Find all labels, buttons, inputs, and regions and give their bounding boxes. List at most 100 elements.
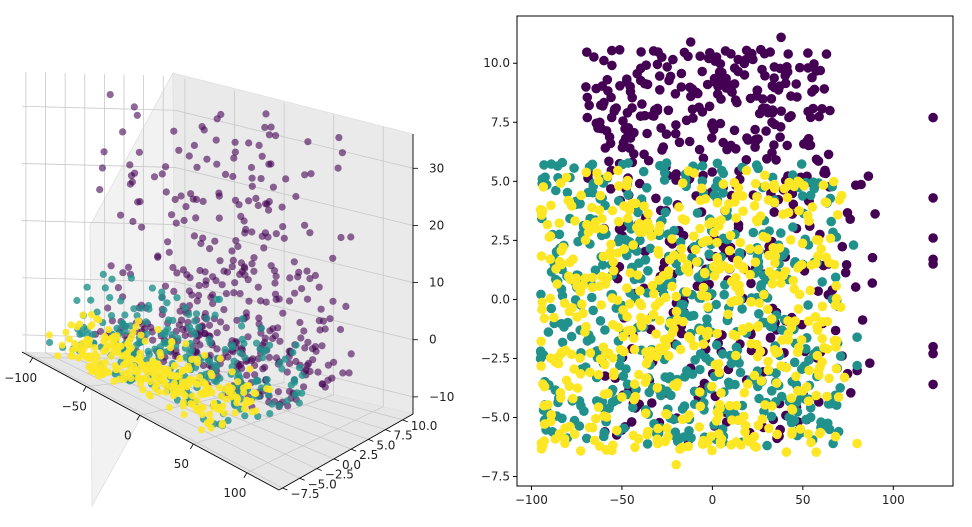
point — [112, 366, 120, 374]
point — [166, 372, 174, 380]
point — [151, 384, 159, 392]
point — [664, 351, 674, 361]
point — [607, 397, 618, 408]
point — [835, 383, 845, 393]
point — [272, 295, 280, 304]
point — [782, 62, 792, 72]
point — [794, 289, 805, 300]
point — [545, 254, 555, 264]
point — [852, 360, 862, 371]
point — [557, 348, 568, 358]
point — [831, 363, 842, 374]
point — [278, 203, 286, 211]
point — [647, 280, 658, 291]
point — [255, 141, 263, 149]
point — [301, 171, 309, 179]
point — [580, 273, 591, 284]
point — [173, 269, 181, 277]
point — [550, 434, 561, 444]
point — [743, 135, 753, 145]
point — [695, 325, 706, 336]
point — [677, 178, 688, 188]
point — [145, 350, 153, 358]
point — [642, 183, 652, 193]
point — [134, 317, 143, 325]
point — [653, 226, 664, 236]
point — [685, 82, 695, 93]
point — [681, 287, 692, 297]
point — [104, 304, 112, 312]
point — [215, 384, 224, 392]
point — [709, 271, 720, 281]
point — [767, 148, 777, 158]
point — [556, 393, 566, 403]
point — [128, 178, 136, 186]
point — [928, 233, 938, 243]
point — [699, 267, 710, 278]
point — [817, 333, 827, 344]
point — [597, 271, 607, 282]
point — [572, 383, 583, 393]
point — [803, 396, 814, 407]
point — [234, 370, 243, 378]
point — [652, 434, 663, 445]
point — [606, 92, 616, 103]
point — [271, 279, 279, 287]
point — [707, 118, 718, 128]
point — [228, 368, 236, 376]
point — [91, 350, 99, 358]
point — [565, 421, 575, 432]
point — [821, 197, 832, 208]
point — [222, 395, 230, 403]
point — [176, 383, 184, 391]
point — [267, 262, 275, 270]
point — [139, 361, 147, 369]
point — [201, 351, 209, 359]
point — [309, 356, 317, 364]
point — [606, 239, 616, 250]
point — [683, 51, 693, 62]
point — [695, 223, 705, 234]
point — [556, 259, 567, 270]
point — [206, 245, 214, 253]
point — [655, 160, 665, 171]
point — [817, 104, 827, 114]
point — [179, 398, 187, 406]
point — [176, 355, 184, 363]
point — [726, 358, 737, 369]
point — [831, 281, 841, 291]
point — [217, 318, 225, 326]
point — [206, 410, 214, 418]
point — [786, 417, 797, 428]
point — [234, 242, 242, 251]
point — [218, 419, 227, 427]
point — [626, 325, 637, 336]
point — [193, 358, 201, 367]
point — [782, 140, 792, 151]
point — [261, 123, 269, 131]
point — [695, 51, 705, 61]
point — [260, 244, 268, 252]
point — [259, 354, 267, 362]
point — [792, 92, 802, 102]
point — [221, 346, 229, 354]
point — [725, 230, 736, 241]
point — [823, 149, 834, 160]
point — [78, 329, 86, 338]
point — [168, 338, 176, 346]
point — [818, 180, 829, 190]
point — [816, 244, 826, 254]
point — [766, 314, 777, 324]
point — [192, 310, 201, 318]
point — [733, 259, 744, 270]
point — [692, 257, 702, 267]
point — [247, 163, 256, 172]
point — [870, 209, 880, 219]
point — [730, 95, 741, 105]
point — [613, 322, 624, 333]
point — [130, 103, 138, 111]
point — [582, 112, 593, 123]
point — [121, 327, 129, 335]
point — [138, 223, 146, 231]
